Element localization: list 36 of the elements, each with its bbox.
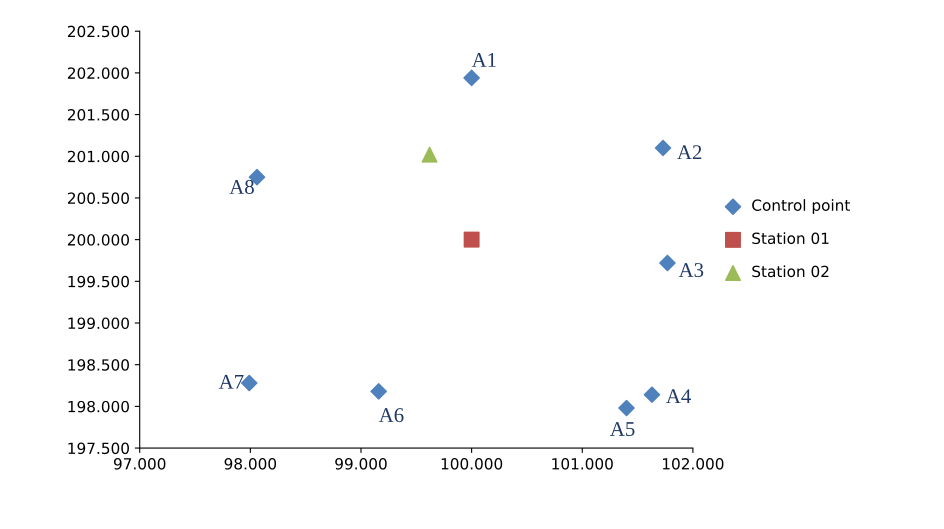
annotation: A3	[678, 263, 704, 278]
point	[659, 254, 676, 272]
x-tick-label: 102.000	[662, 458, 724, 470]
point	[618, 400, 635, 416]
y-tick-label: 198.000	[68, 400, 129, 412]
x-tick-label: 101.000	[552, 458, 613, 470]
y-tick-label: 202.000	[68, 67, 129, 79]
y-tick-label: 202.500	[68, 26, 129, 38]
x-tick-label: 100.000	[442, 458, 502, 470]
y-tick-label: 200.000	[68, 234, 129, 246]
point	[422, 146, 438, 163]
y-tick-label: 201.000	[68, 150, 129, 162]
annotation: A6	[378, 408, 404, 422]
y-tick-label: 197.500	[68, 442, 129, 454]
point	[370, 383, 387, 400]
x-tick-label: 97.000	[114, 458, 166, 470]
y-tick-label: 201.500	[68, 109, 129, 121]
annotation: A5	[610, 422, 634, 436]
x-tick-label: 98.000	[224, 458, 276, 470]
annotation: A4	[666, 389, 691, 404]
y-tick-label: 200.500	[68, 192, 129, 204]
annotation: A2	[677, 145, 702, 160]
y-tick-label: 198.500	[68, 359, 129, 371]
legend-label: Station 01	[752, 232, 829, 244]
point	[463, 70, 480, 86]
y-tick-label: 199.000	[68, 317, 129, 330]
point	[654, 140, 672, 156]
annotation: A8	[229, 180, 254, 194]
annotation: A7	[218, 374, 244, 389]
x-tick-label: 99.000	[335, 458, 387, 470]
point	[644, 386, 660, 404]
point	[464, 232, 480, 248]
legend-label: Station 02	[752, 265, 828, 278]
y-tick-label: 199.500	[68, 276, 129, 288]
annotation: A1	[472, 53, 496, 67]
legend-label: Control point	[752, 199, 850, 214]
